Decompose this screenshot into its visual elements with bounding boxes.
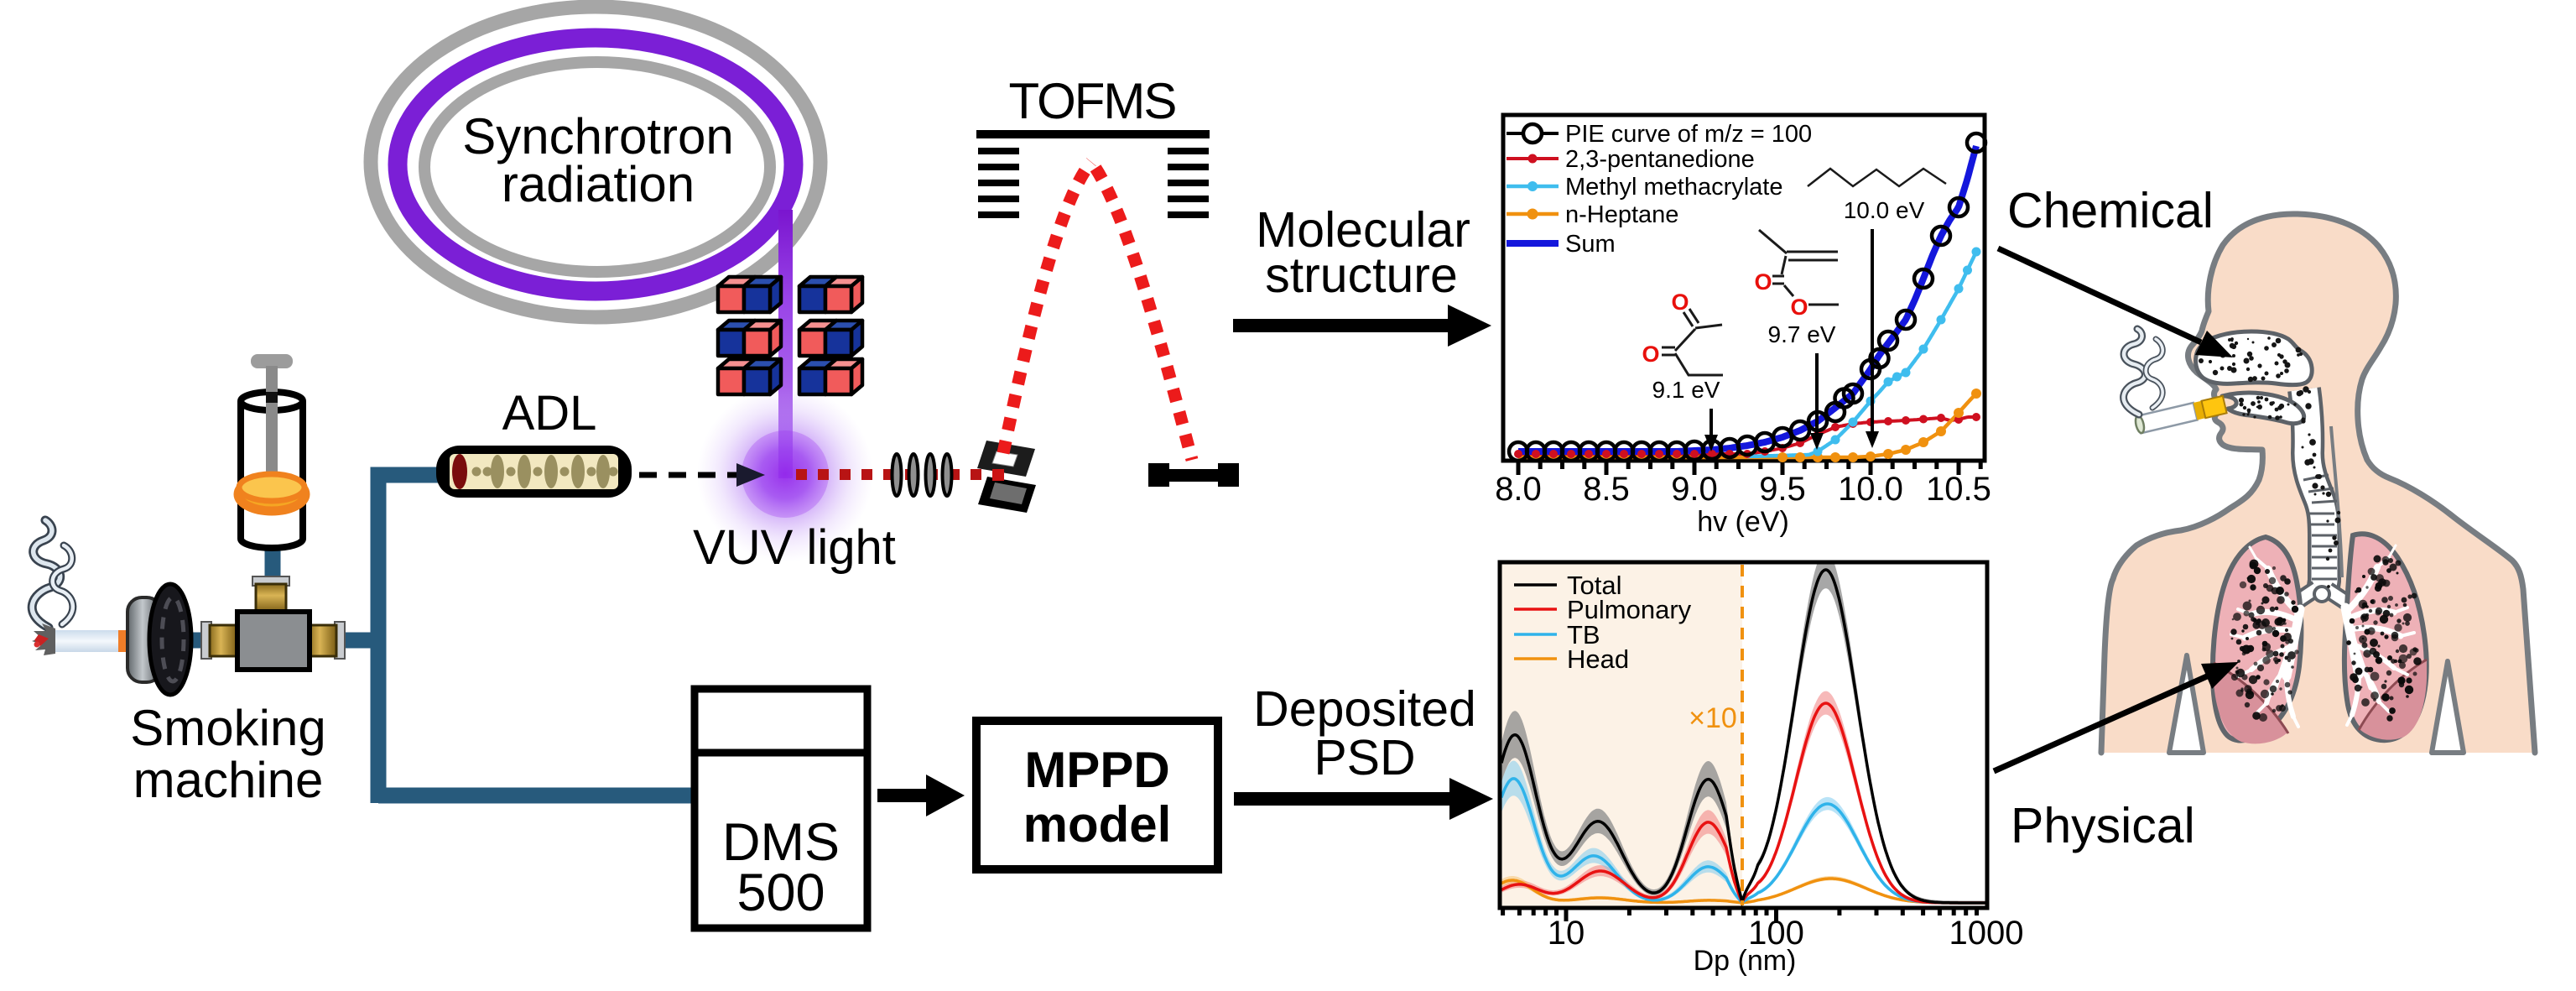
svg-text:Total: Total [1567,571,1621,600]
svg-text:O: O [1790,295,1808,320]
svg-text:radiation: radiation [502,156,695,212]
svg-text:structure: structure [1265,248,1458,303]
svg-text:8.5: 8.5 [1583,471,1630,508]
svg-text:Deposited: Deposited [1253,681,1476,737]
svg-text:500: 500 [736,863,825,922]
svg-text:2,3-pentanedione: 2,3-pentanedione [1565,146,1755,173]
svg-text:DMS: DMS [722,813,840,872]
svg-text:n-Heptane: n-Heptane [1565,201,1678,228]
svg-text:TOFMS: TOFMS [1009,73,1176,129]
svg-text:O: O [1642,342,1659,367]
svg-text:O: O [1671,289,1689,315]
svg-text:10.0 eV: 10.0 eV [1844,197,1925,223]
svg-text:100: 100 [1748,915,1804,952]
svg-text:ADL: ADL [502,386,597,441]
svg-text:Dp (nm): Dp (nm) [1694,945,1797,977]
svg-text:9.7 eV: 9.7 eV [1768,321,1836,347]
svg-text:10.5: 10.5 [1926,471,1991,508]
svg-text:VUV light: VUV light [693,520,896,575]
svg-text:O: O [1754,269,1772,295]
svg-text:10.0: 10.0 [1838,471,1903,508]
svg-text:8.0: 8.0 [1495,471,1542,508]
svg-text:Methyl methacrylate: Methyl methacrylate [1565,174,1783,201]
svg-text:machine: machine [133,752,324,808]
svg-text:MPPD: MPPD [1024,742,1169,798]
svg-text:TB: TB [1567,620,1600,649]
svg-text:9.1 eV: 9.1 eV [1652,377,1720,403]
svg-text:Smoking: Smoking [130,700,325,756]
svg-text:9.5: 9.5 [1759,471,1806,508]
svg-text:Chemical: Chemical [2007,183,2214,238]
svg-text:PIE curve of m/z = 100: PIE curve of m/z = 100 [1565,121,1812,148]
svg-text:Head: Head [1567,644,1629,674]
svg-text:Molecular: Molecular [1256,202,1470,258]
svg-text:Sum: Sum [1565,231,1616,258]
svg-text:PSD: PSD [1314,730,1415,785]
svg-text:×10: ×10 [1689,702,1737,734]
svg-text:10: 10 [1548,915,1585,952]
svg-text:Pulmonary: Pulmonary [1567,595,1692,624]
svg-text:Physical: Physical [2011,798,2195,853]
svg-text:1000: 1000 [1949,915,2024,952]
svg-text:Synchrotron: Synchrotron [462,108,734,164]
svg-text:model: model [1023,796,1172,853]
svg-text:hv (eV): hv (eV) [1697,506,1789,538]
svg-text:9.0: 9.0 [1671,471,1718,508]
